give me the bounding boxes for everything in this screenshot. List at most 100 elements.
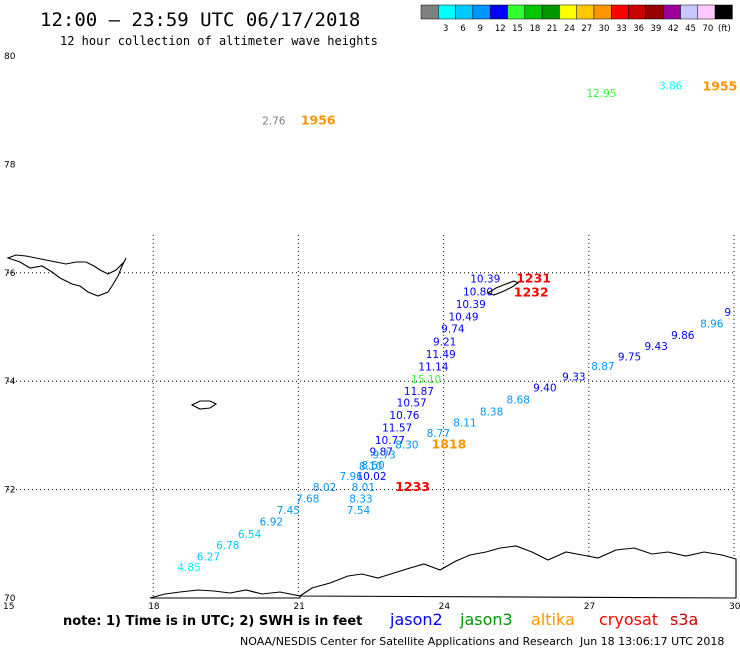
legend-swatch: [507, 4, 526, 20]
pass-time-label: 1232: [514, 285, 549, 300]
legend-tick-label: 12: [495, 24, 506, 34]
wave-height-value: 10.49: [448, 311, 478, 323]
legend-swatch: [420, 4, 439, 20]
wave-height-value: 6.92: [260, 516, 283, 528]
longitude-label: 24: [439, 602, 451, 612]
legend-tick-label: 18: [529, 24, 540, 34]
pass-time-label: 1818: [432, 436, 467, 451]
legend-swatch: [611, 4, 629, 20]
wave-height-value: 15.10: [411, 374, 441, 386]
wave-height-value: 9.86: [671, 330, 695, 342]
wave-height-value: 8.38: [480, 406, 503, 418]
wave-height-value: 11.87: [404, 386, 434, 398]
wave-height-observations: 12.953.862.7610.3910.8010.3910.499.749.2…: [177, 81, 731, 574]
wave-height-value: 9.74: [441, 323, 465, 335]
mission-name: altika: [531, 610, 575, 629]
units-note: note: 1) Time is in UTC; 2) SWH is in fe…: [63, 614, 362, 629]
wave-height-value: 9.21: [433, 336, 456, 348]
wave-height-value: 8.87: [591, 361, 614, 373]
latitude-label: 80: [4, 52, 16, 62]
legend-tick-label: 33: [616, 24, 627, 34]
wave-height-value: 10.39: [470, 274, 500, 286]
norway-coast-west: [149, 589, 301, 599]
wave-height-value: 9.33: [562, 372, 585, 384]
pass-time-label: 1231: [516, 271, 551, 286]
kong-karls-land-coast: [486, 280, 520, 296]
wave-height-value: 8.10: [359, 461, 382, 473]
norway-coast: [298, 545, 737, 599]
legend-tick-label: 30: [599, 24, 610, 34]
latitude-label: 72: [4, 486, 15, 496]
bear-island-coast: [190, 400, 218, 410]
wave-height-value: 11.14: [418, 361, 448, 373]
legend-tick-label: 3: [443, 24, 448, 34]
legend-swatch: [455, 4, 474, 20]
legend-tick-label: 42: [668, 24, 679, 34]
mission-name: jason2: [389, 610, 443, 629]
wave-height-value: 8.02: [313, 482, 336, 494]
legend-swatch: [489, 4, 508, 20]
longitude-label: 18: [148, 602, 160, 612]
wave-height-value: 7.45: [277, 505, 300, 517]
legend-swatch: [697, 4, 716, 20]
legend-swatch: [662, 4, 681, 20]
legend-swatch: [524, 4, 543, 20]
pass-time-label: 1955: [703, 79, 738, 94]
wave-height-value: 8.33: [349, 494, 372, 506]
wave-height-value: 9.75: [618, 352, 641, 364]
longitude-label: 30: [729, 602, 740, 612]
wave-height-value: 6.78: [216, 540, 239, 552]
wave-height-value: 6.54: [238, 529, 262, 541]
wave-height-value: 9: [724, 307, 731, 319]
wave-height-value: 8.11: [453, 418, 476, 430]
latitude-label: 78: [4, 160, 16, 170]
legend-swatch: [438, 4, 456, 20]
wave-height-value: 9.40: [533, 382, 556, 394]
legend-tick-label: 27: [581, 24, 592, 34]
mission-name: cryosat: [599, 610, 658, 629]
legend-swatch: [714, 4, 733, 20]
wave-height-value: 8.68: [507, 394, 530, 406]
longitude-label: 27: [584, 602, 595, 612]
wave-height-value: 8.77: [427, 428, 450, 440]
svalbard-coast: [6, 254, 127, 297]
wave-height-value: 7.68: [296, 494, 319, 506]
wave-height-value: 10.57: [397, 398, 427, 410]
wave-height-value: 11.57: [382, 423, 412, 435]
wave-height-value: 7.54: [347, 505, 371, 517]
footer-timestamp: Jun 18 13:06:17 UTC 2018: [579, 635, 724, 648]
legend-unit: (ft): [718, 24, 731, 34]
wave-height-value: 8.01: [352, 482, 375, 494]
legend-tick-label: 39: [651, 24, 662, 34]
wave-height-value: 11.49: [426, 349, 456, 361]
legend-tick-label: 36: [633, 24, 644, 34]
color-scale-legend: 3 6 9 12 15 18 21 24 27 30 33 36 39 42 45 70 (ft): [420, 4, 733, 34]
wave-height-value: 7.96: [340, 471, 364, 483]
legend-swatch: [472, 4, 491, 20]
legend-tick-label: 24: [564, 24, 575, 34]
legend-swatch: [593, 4, 612, 20]
coastlines: [6, 254, 737, 599]
wave-height-value: 8.96: [700, 319, 724, 331]
legend-tick-label: 9: [478, 24, 483, 34]
mission-name: jason3: [459, 610, 513, 629]
latitude-label: 74: [4, 377, 16, 387]
legend-tick-label: 21: [547, 24, 558, 34]
wave-height-value: 4.85: [177, 562, 200, 574]
pass-time-label: 1956: [301, 112, 336, 127]
longitude-label: 21: [293, 602, 304, 612]
lat-lon-gridlines: [8, 234, 735, 598]
legend-swatch: [645, 4, 664, 20]
footer-credit: NOAA/NESDIS Center for Satellite Applica…: [240, 635, 573, 648]
legend-swatch: [559, 4, 577, 20]
legend-tick-label: 15: [512, 24, 523, 34]
map-title: 12:00 – 23:59 UTC 06/17/2018: [40, 9, 360, 31]
latitude-label: 70: [4, 594, 16, 604]
legend-tick-label: 70: [702, 24, 713, 34]
wave-height-value: 10.39: [456, 299, 486, 311]
wave-height-value: 9.43: [644, 341, 667, 353]
latitude-label: 76: [4, 269, 16, 279]
pass-time-label: 1233: [395, 479, 430, 494]
